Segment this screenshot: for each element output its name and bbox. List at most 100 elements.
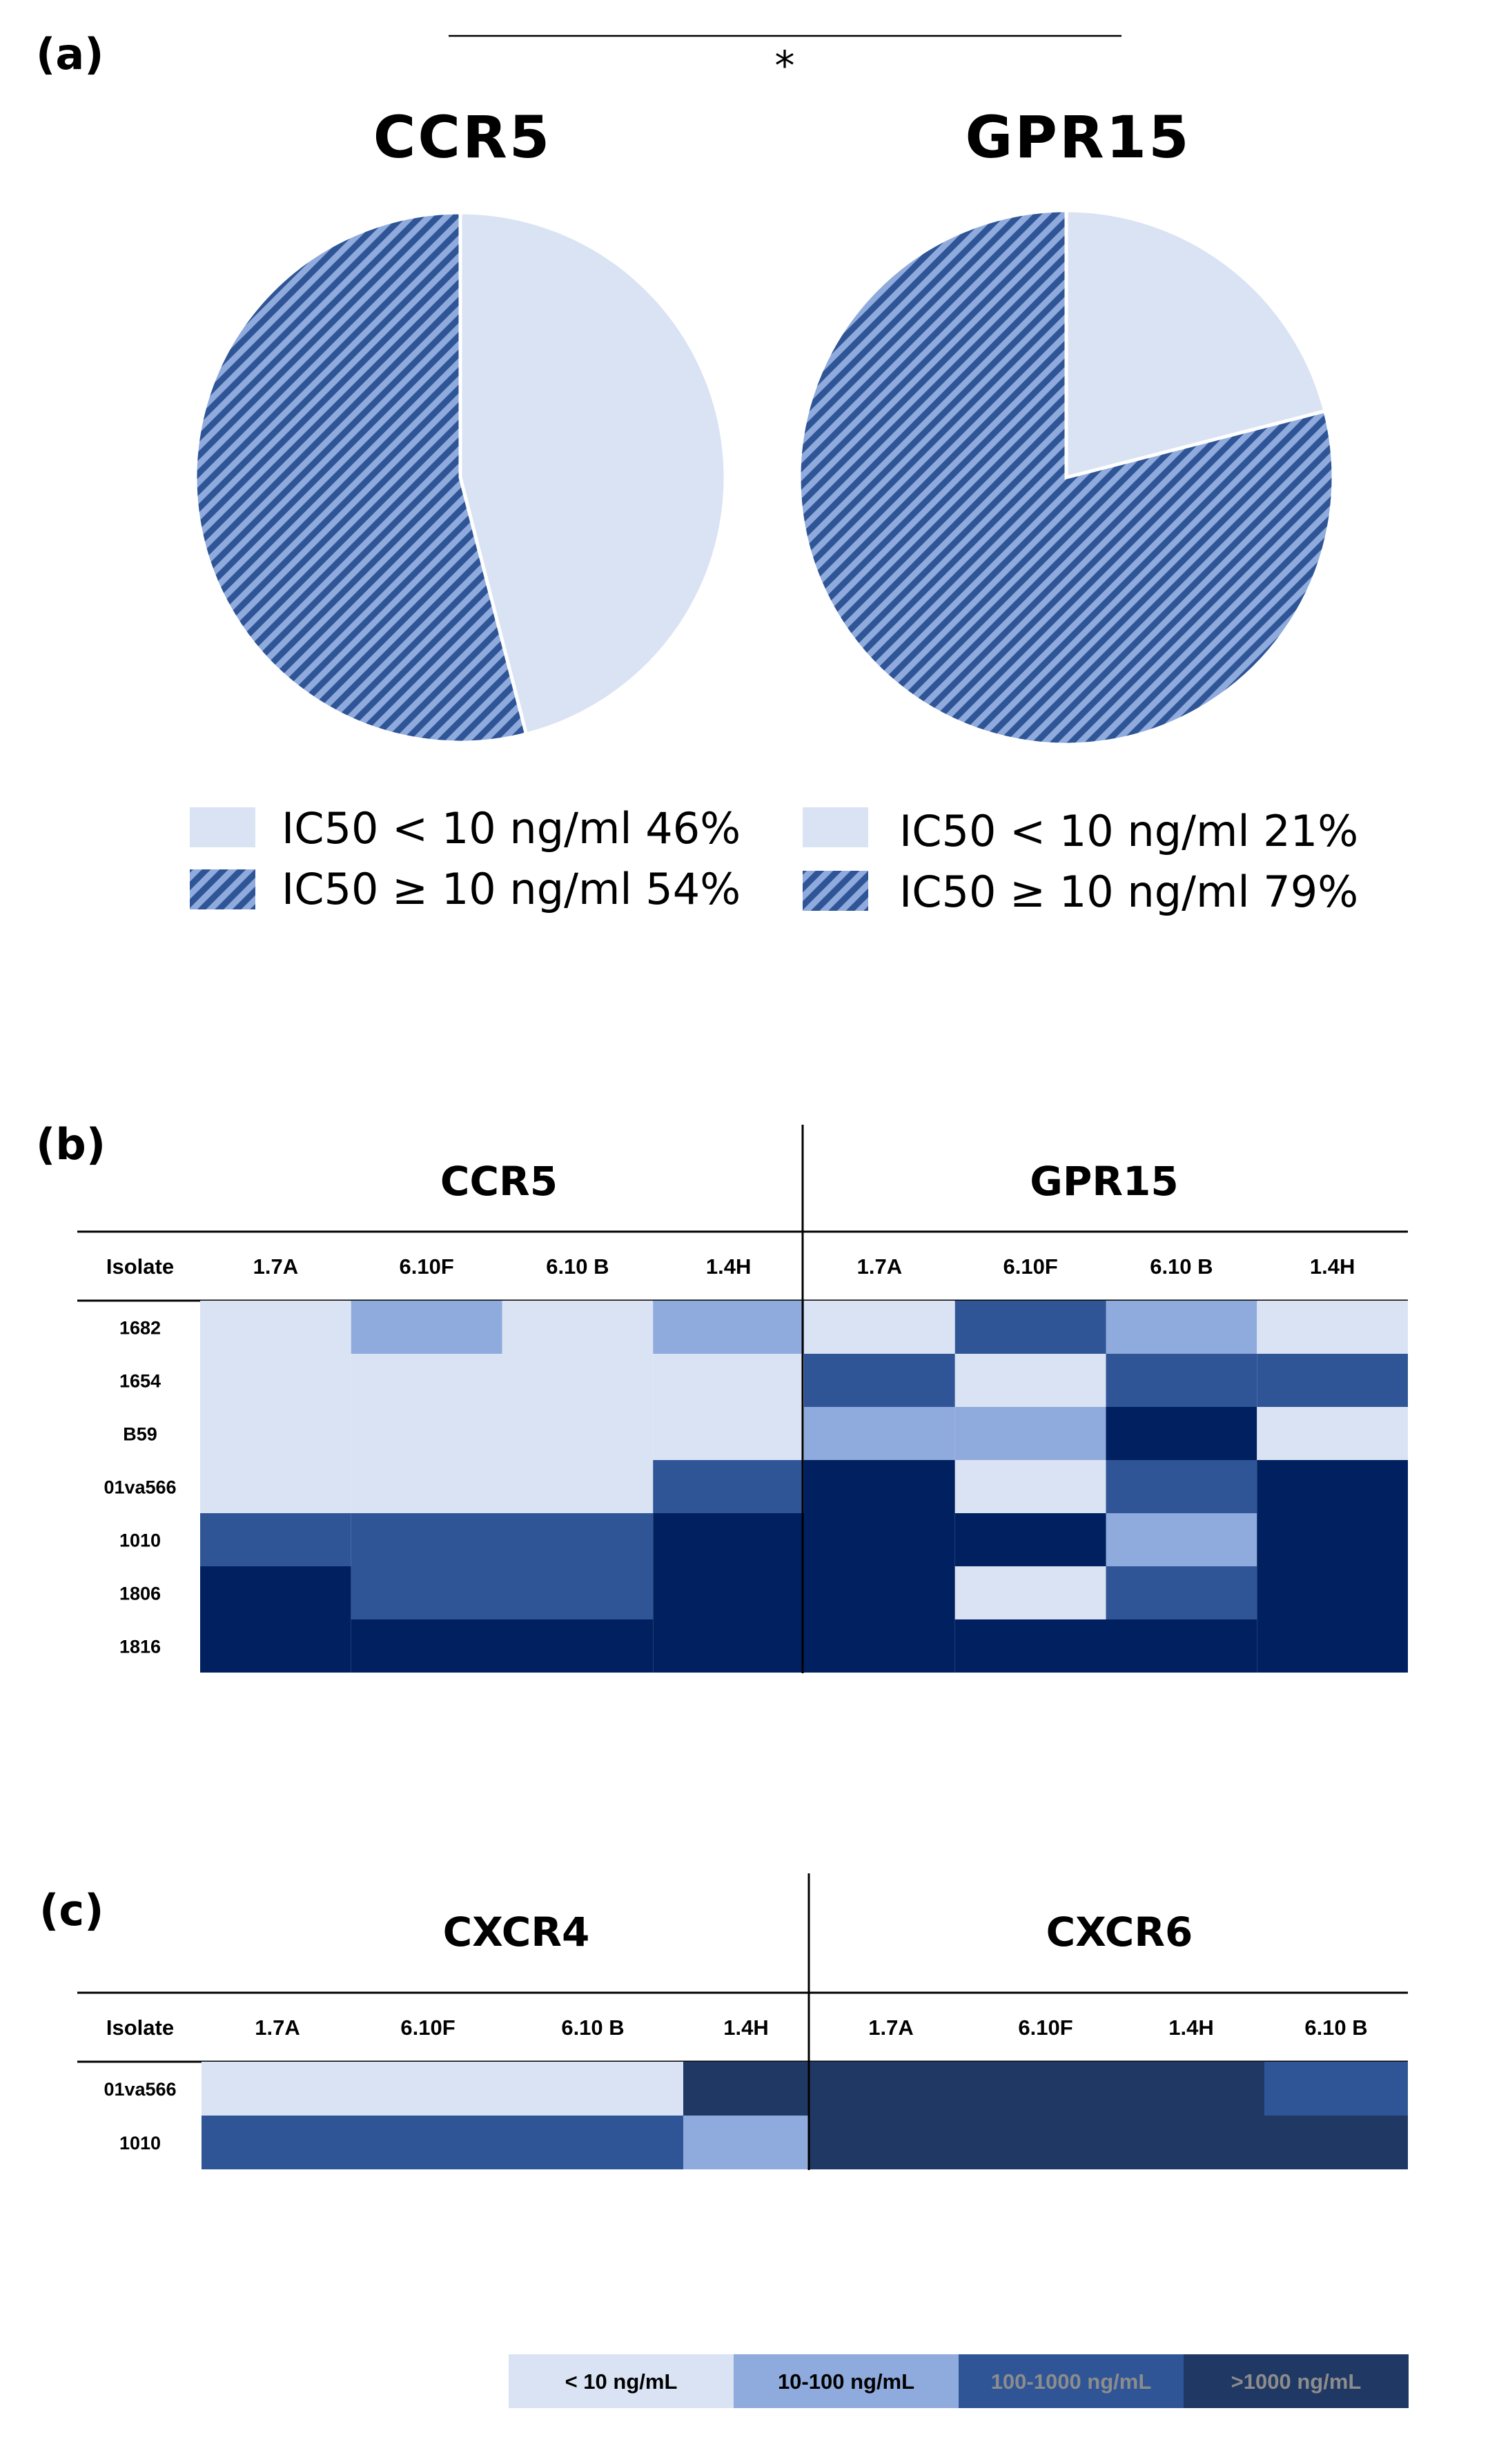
legend-label-ccr5-below: IC50 < 10 ng/ml 46% <box>282 803 741 854</box>
legend-swatch-solid <box>190 807 255 847</box>
heatmap-cell <box>1257 1513 1408 1566</box>
heatmap-cell <box>653 1407 804 1460</box>
heatmap-cell <box>653 1513 804 1566</box>
heatmap-cell <box>653 1354 804 1407</box>
panel-label-c: (c) <box>39 1885 104 1935</box>
legend-label-gpr15-above: IC50 ≥ 10 ng/ml 79% <box>899 867 1358 917</box>
heatmap-c: CXCR4 CXCR6 Isolate 1.7A 6.10F 6.10 B 1.4H 1… <box>77 1873 1408 2170</box>
heatmap-cell <box>200 1301 351 1354</box>
legend-swatch-hatch <box>190 869 255 909</box>
heatmap-cell <box>653 1301 804 1354</box>
color-key-swatch <box>1184 2354 1409 2408</box>
heatmap-cell <box>1106 1301 1257 1354</box>
heatmap-cell <box>351 1566 502 1619</box>
panel-label-a: (a) <box>36 29 104 79</box>
heatmap-cell <box>1257 1407 1408 1460</box>
color-key-swatch <box>509 2354 734 2408</box>
heatmap-col-header: 6.10 B <box>1304 2015 1367 2040</box>
heatmap-cell <box>804 1513 955 1566</box>
heatmap-c-group-title-cxcr6: CXCR6 <box>1046 1909 1193 1955</box>
heatmap-row-label: 1682 <box>119 1318 161 1339</box>
heatmap-cell <box>804 1301 955 1354</box>
heatmap-col-header: 1.4H <box>1310 1254 1355 1279</box>
heatmap-cell <box>954 1566 1106 1619</box>
heatmap-cell <box>804 1619 955 1673</box>
panel-label-b: (b) <box>36 1119 106 1170</box>
heatmap-cell <box>502 1301 654 1354</box>
heatmap-b-row-header: Isolate <box>106 1254 174 1279</box>
heatmap-cell <box>954 1619 1106 1673</box>
heatmap-col-header: 1.7A <box>253 1254 298 1279</box>
heatmap-cell <box>973 2062 1118 2116</box>
heatmap-cell <box>804 1566 955 1619</box>
heatmap-cell <box>351 1460 502 1513</box>
heatmap-col-header: 6.10F <box>1003 1254 1057 1279</box>
heatmap-cell <box>502 1407 654 1460</box>
color-key-swatch <box>959 2354 1184 2408</box>
heatmap-cell <box>653 1566 804 1619</box>
heatmap-cell <box>200 1460 351 1513</box>
heatmap-cell <box>1106 1513 1257 1566</box>
significance-star: * <box>775 42 795 89</box>
heatmap-cell <box>804 1407 955 1460</box>
heatmap-cell <box>1257 1354 1408 1407</box>
heatmap-cell <box>653 1619 804 1673</box>
legend-label-gpr15-below: IC50 < 10 ng/ml 21% <box>899 806 1358 856</box>
legend-swatch-solid <box>803 807 868 847</box>
color-key-label: 10-100 ng/mL <box>778 2369 914 2394</box>
heatmap-cell <box>1106 1566 1257 1619</box>
heatmap-cell <box>804 1354 955 1407</box>
color-key-swatch <box>734 2354 959 2408</box>
heatmap-cell <box>1264 2062 1408 2116</box>
color-key-label: >1000 ng/mL <box>1231 2369 1362 2394</box>
heatmap-cell <box>502 1619 654 1673</box>
heatmap-col-header: 1.4H <box>723 2015 768 2040</box>
heatmap-cell <box>200 1354 351 1407</box>
heatmap-cell <box>1257 1566 1408 1619</box>
heatmap-cell <box>502 1566 654 1619</box>
heatmap-cell <box>1118 2116 1264 2169</box>
heatmap-row-label: 01va566 <box>104 1477 176 1498</box>
heatmap-cell <box>200 1619 351 1673</box>
heatmap-col-header: 1.7A <box>868 2015 913 2040</box>
heatmap-cell <box>804 1460 955 1513</box>
heatmap-cell <box>809 2062 973 2116</box>
heatmap-row-label: 01va566 <box>104 2079 176 2100</box>
heatmap-cell <box>954 1301 1106 1354</box>
pie-chart-ccr5 <box>193 210 727 745</box>
heatmap-col-header: 6.10 B <box>561 2015 624 2040</box>
heatmap-col-header: 6.10F <box>1018 2015 1072 2040</box>
heatmap-cell <box>954 1460 1106 1513</box>
heatmap-cell <box>502 1513 654 1566</box>
heatmap-row-label: 1816 <box>119 1637 161 1657</box>
heatmap-cell <box>683 2062 809 2116</box>
heatmap-cell <box>502 2116 683 2169</box>
heatmap-b-group-title-ccr5: CCR5 <box>440 1158 558 1205</box>
legend-label-ccr5-above: IC50 ≥ 10 ng/ml 54% <box>282 864 741 914</box>
legend-ccr5: IC50 < 10 ng/ml 46% IC50 ≥ 10 ng/ml 54% <box>190 803 741 914</box>
pie-slice-ccr5-above-10 <box>193 210 529 745</box>
heatmap-cell <box>1257 1619 1408 1673</box>
pie-chart-gpr15 <box>797 208 1335 747</box>
pie-slice-gpr15-above-10 <box>797 208 1335 747</box>
heatmap-col-header: 6.10 B <box>1150 1254 1213 1279</box>
heatmap-cell <box>973 2116 1118 2169</box>
heatmap-cell <box>1106 1460 1257 1513</box>
heatmap-cell <box>653 1460 804 1513</box>
heatmap-cell <box>1106 1407 1257 1460</box>
heatmap-b-group-title-gpr15: GPR15 <box>1030 1158 1179 1205</box>
heatmap-col-header: 1.7A <box>255 2015 300 2040</box>
heatmap-row-label: 1010 <box>119 2133 161 2153</box>
heatmap-c-group-title-cxcr4: CXCR4 <box>443 1909 590 1955</box>
heatmap-cell <box>502 2062 683 2116</box>
heatmap-cell <box>954 1513 1106 1566</box>
heatmap-cell <box>353 2062 502 2116</box>
heatmap-cell <box>1106 1354 1257 1407</box>
pie-title-ccr5: CCR5 <box>373 104 551 171</box>
heatmap-col-header: 1.7A <box>857 1254 902 1279</box>
heatmap-cell <box>683 2116 809 2169</box>
heatmap-row-label: 1654 <box>119 1371 161 1392</box>
heatmap-cell <box>351 1619 502 1673</box>
heatmap-cell <box>202 2116 353 2169</box>
